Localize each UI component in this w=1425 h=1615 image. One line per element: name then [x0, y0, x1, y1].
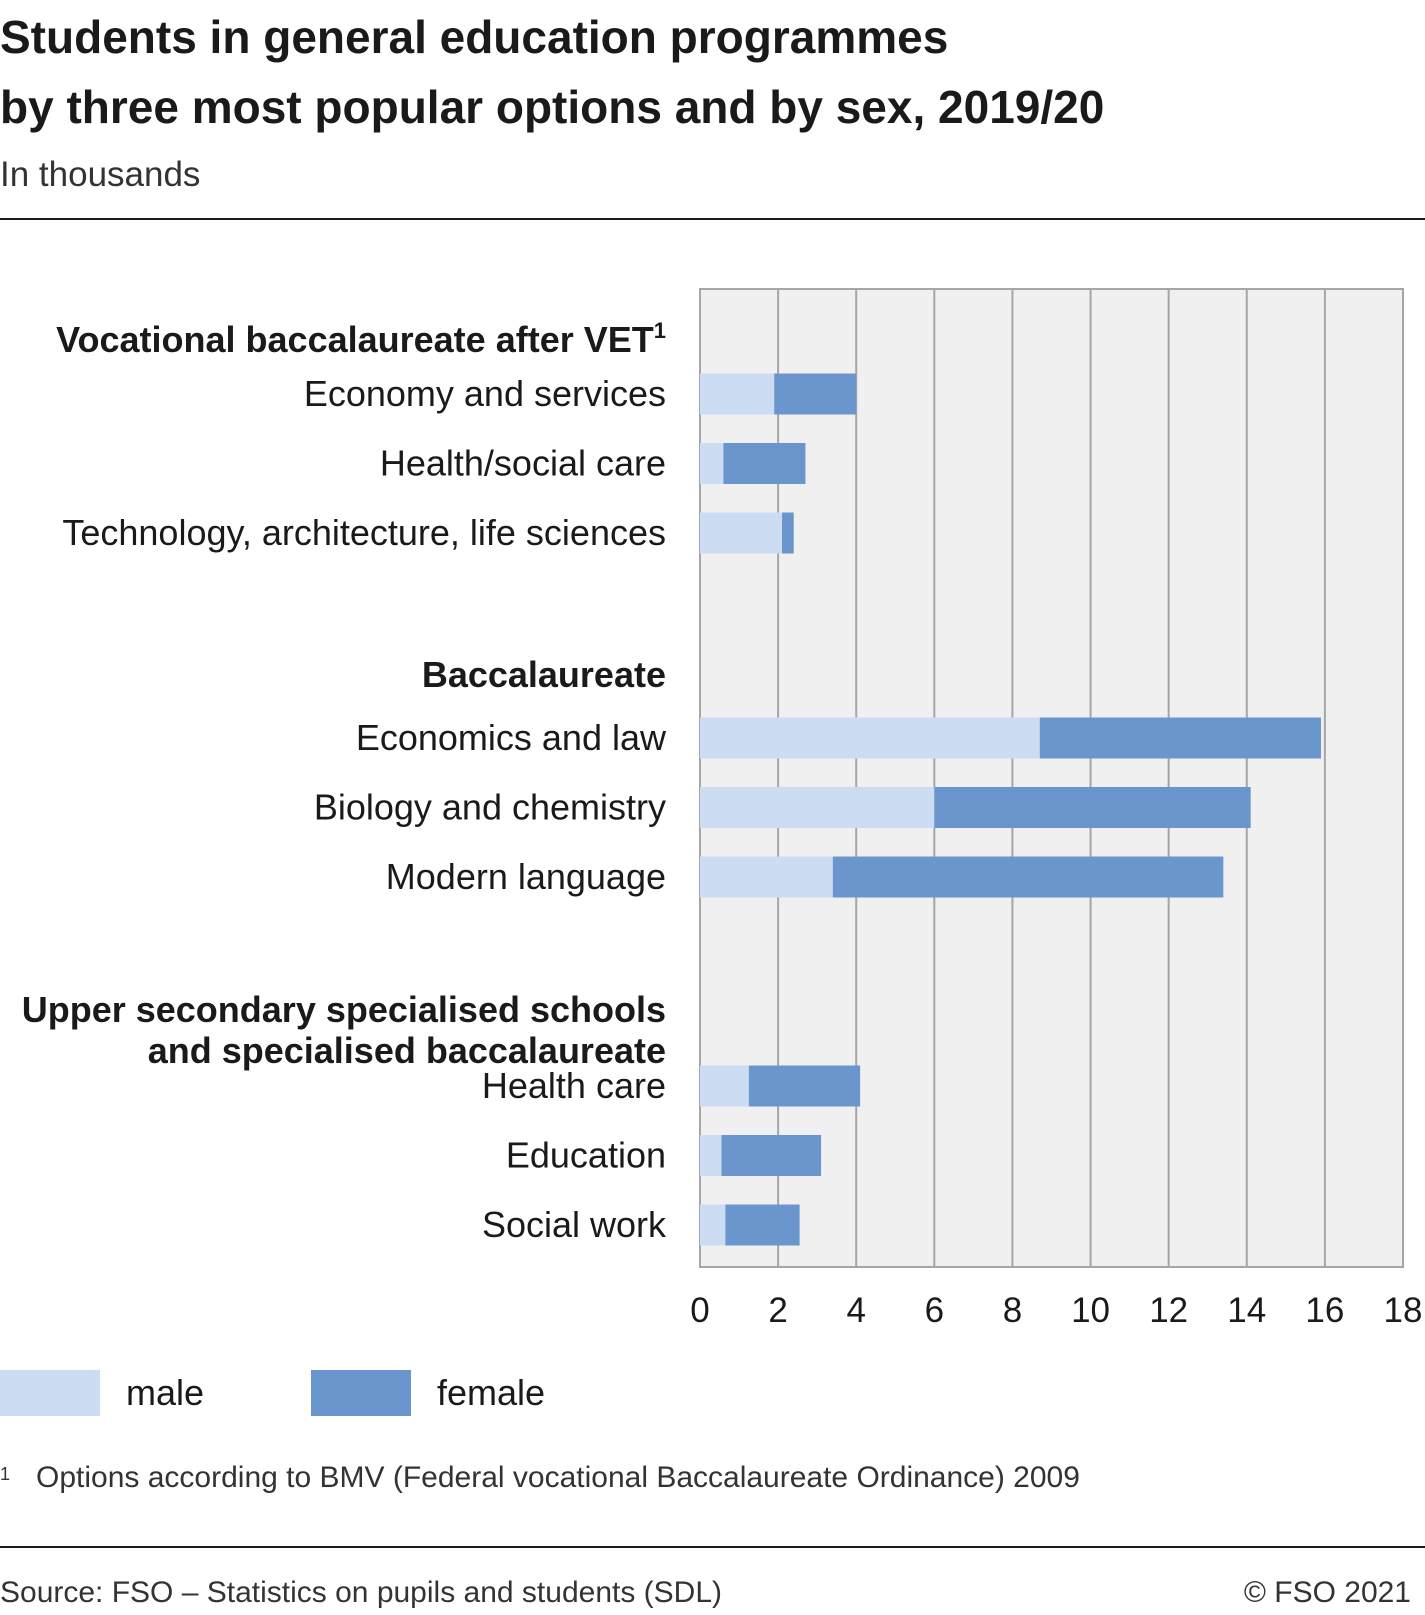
- group-label: Vocational baccalaureate after VET1: [56, 318, 666, 360]
- bar-male: [700, 1065, 749, 1107]
- bar-female: [748, 1065, 861, 1107]
- legend-label-male: male: [126, 1372, 205, 1413]
- bar-female: [725, 1204, 800, 1246]
- footnote-text: Options according to BMV (Federal vocati…: [36, 1461, 1080, 1494]
- category-label: Social work: [482, 1204, 667, 1245]
- copyright-note: © FSO 2021: [1243, 1576, 1411, 1609]
- x-tick-label: 12: [1149, 1291, 1188, 1330]
- category-label: Biology and chemistry: [314, 787, 666, 828]
- category-label: Economics and law: [356, 717, 667, 758]
- x-tick-label: 18: [1384, 1291, 1423, 1330]
- category-label: Economy and services: [304, 373, 666, 414]
- x-tick-label: 2: [768, 1291, 787, 1330]
- category-label: Health/social care: [380, 443, 666, 484]
- bar-female: [934, 787, 1251, 828]
- bar-male: [700, 512, 783, 554]
- chart-title-line-1: Students in general education programmes: [0, 11, 949, 63]
- group-label: and specialised baccalaureate: [148, 1030, 666, 1071]
- category-label: Modern language: [386, 856, 666, 897]
- source-note: Source: FSO – Statistics on pupils and s…: [0, 1576, 723, 1609]
- x-tick-label: 6: [925, 1291, 944, 1330]
- x-tick-label: 8: [1003, 1291, 1022, 1330]
- legend-swatch-male: [0, 1370, 100, 1416]
- stacked-bar-chart: 0 2 4 6 8 10 12 14 16 18 Vocational baccalaureate …: [22, 288, 1423, 1330]
- bottom-divider: [0, 1546, 1425, 1548]
- legend-swatch-female: [311, 1370, 411, 1416]
- group-label: Upper secondary specialised schools: [22, 989, 666, 1030]
- bar-male: [700, 787, 935, 828]
- plot-area: [699, 288, 1404, 1268]
- category-label: Education: [506, 1135, 666, 1176]
- category-label: Health care: [482, 1065, 666, 1106]
- footnote: 1 Options according to BMV (Federal vocat…: [0, 1458, 1080, 1498]
- chart-title-line-2: by three most popular options and by sex…: [0, 81, 1105, 133]
- bar-female: [1039, 717, 1321, 759]
- bar-female: [782, 512, 794, 554]
- category-label: Technology, architecture, life sciences: [62, 512, 666, 553]
- x-tick-label: 14: [1227, 1291, 1266, 1330]
- x-tick-label: 4: [846, 1291, 865, 1330]
- bar-female: [723, 443, 806, 484]
- bar-male: [700, 856, 833, 898]
- chart-subtitle: In thousands: [0, 155, 201, 194]
- bar-male: [700, 717, 1040, 759]
- legend-label-female: female: [437, 1372, 546, 1413]
- bar-male: [700, 443, 724, 484]
- group-label: Baccalaureate: [422, 654, 666, 695]
- group-label-footnote-marker: 1: [654, 318, 666, 343]
- bar-male: [700, 373, 775, 415]
- chart-title: Students in general education programmes…: [0, 2, 1425, 142]
- x-tick-label: 16: [1305, 1291, 1344, 1330]
- bar-female: [721, 1135, 822, 1176]
- bar-male: [700, 1204, 726, 1246]
- x-tick-label: 10: [1071, 1291, 1110, 1330]
- top-divider: [0, 218, 1425, 220]
- x-tick-label: 0: [690, 1291, 709, 1330]
- bar-male: [700, 1135, 722, 1176]
- bar-female: [832, 856, 1224, 898]
- bar-female: [774, 373, 857, 415]
- footnote-marker: 1: [0, 1464, 11, 1484]
